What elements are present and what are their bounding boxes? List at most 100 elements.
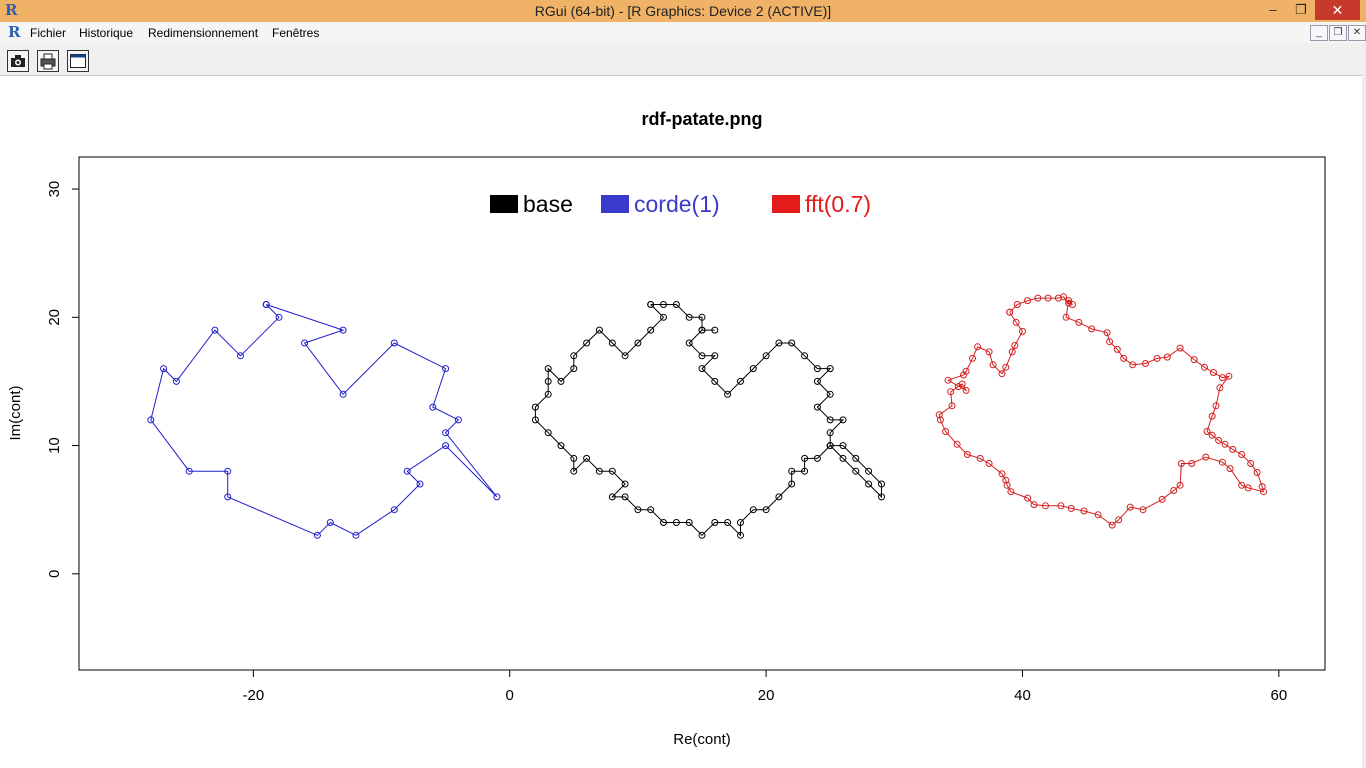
data-point-base [544, 377, 552, 385]
data-point-fft-0-7 [953, 440, 961, 448]
legend-swatch-fft-0-7 [772, 195, 800, 213]
close-window-button[interactable]: ✕ [1315, 0, 1360, 20]
data-point-fft-0-7 [1065, 297, 1073, 305]
data-point-fft-0-7 [1202, 453, 1210, 461]
data-point-fft-0-7 [1069, 301, 1076, 308]
data-point-base [570, 365, 578, 373]
data-point-fft-0-7 [1253, 469, 1261, 476]
data-point-base [711, 326, 719, 334]
data-point-fft-0-7 [1057, 502, 1065, 510]
data-point-fft-0-7 [1247, 460, 1255, 467]
menu-historique[interactable]: Historique [79, 26, 134, 40]
data-point-fft-0-7 [1120, 354, 1128, 362]
data-point-base [711, 519, 719, 526]
data-point-fft-0-7 [1007, 488, 1015, 496]
scrollbar[interactable] [1362, 43, 1366, 768]
y-tick-label: 0 [46, 570, 63, 578]
data-point-fft-0-7 [974, 343, 982, 351]
data-point-corde-1 [237, 352, 244, 360]
data-point-base [788, 339, 796, 347]
menu-fichier[interactable]: Fichier [30, 26, 67, 40]
data-point-corde-1 [262, 301, 270, 308]
window-title-bar[interactable]: R RGui (64-bit) - [R Graphics: Device 2 … [0, 0, 1366, 22]
data-point-base [583, 339, 591, 347]
data-point-corde-1 [147, 416, 155, 424]
x-tick-label: -20 [242, 687, 264, 704]
data-point-base [672, 301, 680, 308]
data-point-fft-0-7 [962, 386, 970, 394]
data-point-base [878, 480, 885, 488]
copy-bitmap-button[interactable] [7, 50, 29, 72]
data-point-base [826, 416, 834, 424]
data-point-fft-0-7 [1065, 299, 1073, 307]
data-point-fft-0-7 [998, 370, 1006, 378]
data-point-base [852, 454, 860, 462]
data-point-base [544, 390, 552, 398]
series-line-base [534, 304, 882, 537]
data-point-fft-0-7 [1188, 460, 1196, 467]
data-point-base [724, 519, 732, 526]
window-button[interactable] [67, 50, 89, 72]
mdi-minimize-icon[interactable]: _ [1310, 25, 1328, 41]
data-point-fft-0-7 [1260, 488, 1267, 496]
data-point-fft-0-7 [1006, 308, 1014, 316]
data-point-fft-0-7 [1153, 354, 1161, 362]
data-point-fft-0-7 [1054, 294, 1062, 302]
data-point-fft-0-7 [963, 451, 971, 458]
data-point-base [621, 352, 629, 360]
data-point-base [865, 480, 873, 488]
data-point-base [711, 377, 719, 385]
data-point-base [826, 429, 834, 437]
data-point-base [826, 442, 834, 450]
data-point-base [698, 531, 706, 539]
data-point-base [660, 313, 667, 321]
maximize-icon[interactable]: ❐ [1295, 2, 1307, 17]
data-point-fft-0-7 [985, 460, 993, 467]
series-line-corde-1 [150, 304, 498, 536]
menu-fenetres[interactable]: Fenêtres [272, 26, 320, 40]
data-point-base [775, 339, 783, 347]
data-point-base [698, 313, 706, 321]
data-point-fft-0-7 [947, 388, 955, 396]
data-point-corde-1 [326, 519, 334, 526]
data-point-fft-0-7 [989, 361, 997, 369]
data-point-corde-1 [185, 467, 193, 475]
data-point-fft-0-7 [1190, 356, 1198, 364]
data-point-fft-0-7 [1208, 431, 1216, 439]
data-point-base [685, 519, 693, 526]
data-point-fft-0-7 [1176, 481, 1184, 489]
data-point-fft-0-7 [1067, 504, 1075, 512]
data-point-base [685, 339, 693, 347]
data-point-corde-1 [442, 365, 450, 373]
data-point-base [801, 467, 809, 475]
data-point-fft-0-7 [1177, 460, 1185, 467]
data-point-fft-0-7 [1106, 338, 1114, 346]
data-point-fft-0-7 [1108, 521, 1116, 529]
data-point-fft-0-7 [1094, 511, 1102, 519]
data-point-base [724, 390, 732, 398]
data-point-base [621, 480, 629, 488]
data-point-fft-0-7 [969, 354, 976, 362]
data-point-fft-0-7 [976, 454, 984, 462]
data-point-base [608, 493, 616, 501]
series-line-fft-0-7 [938, 296, 1265, 526]
mdi-close-icon[interactable]: ✕ [1348, 25, 1366, 41]
data-point-fft-0-7 [1030, 501, 1038, 509]
data-point-fft-0-7 [1229, 445, 1237, 453]
data-point-corde-1 [390, 506, 398, 514]
print-button[interactable] [37, 50, 59, 72]
menu-redimensionnement[interactable]: Redimensionnement [148, 26, 259, 40]
data-point-fft-0-7 [936, 416, 944, 424]
data-point-base [544, 429, 552, 437]
mdi-restore-icon[interactable]: ❐ [1329, 25, 1347, 41]
data-point-fft-0-7 [1216, 384, 1224, 392]
data-point-base [634, 506, 642, 514]
data-point-base [595, 326, 603, 334]
y-tick-label: 10 [46, 437, 63, 454]
data-point-base [531, 416, 539, 424]
data-point-corde-1 [301, 339, 309, 347]
y-tick-label: 20 [46, 309, 63, 326]
r-app-icon: R [5, 1, 18, 19]
data-point-base [711, 352, 719, 360]
minimize-icon[interactable]: – [1269, 2, 1277, 17]
